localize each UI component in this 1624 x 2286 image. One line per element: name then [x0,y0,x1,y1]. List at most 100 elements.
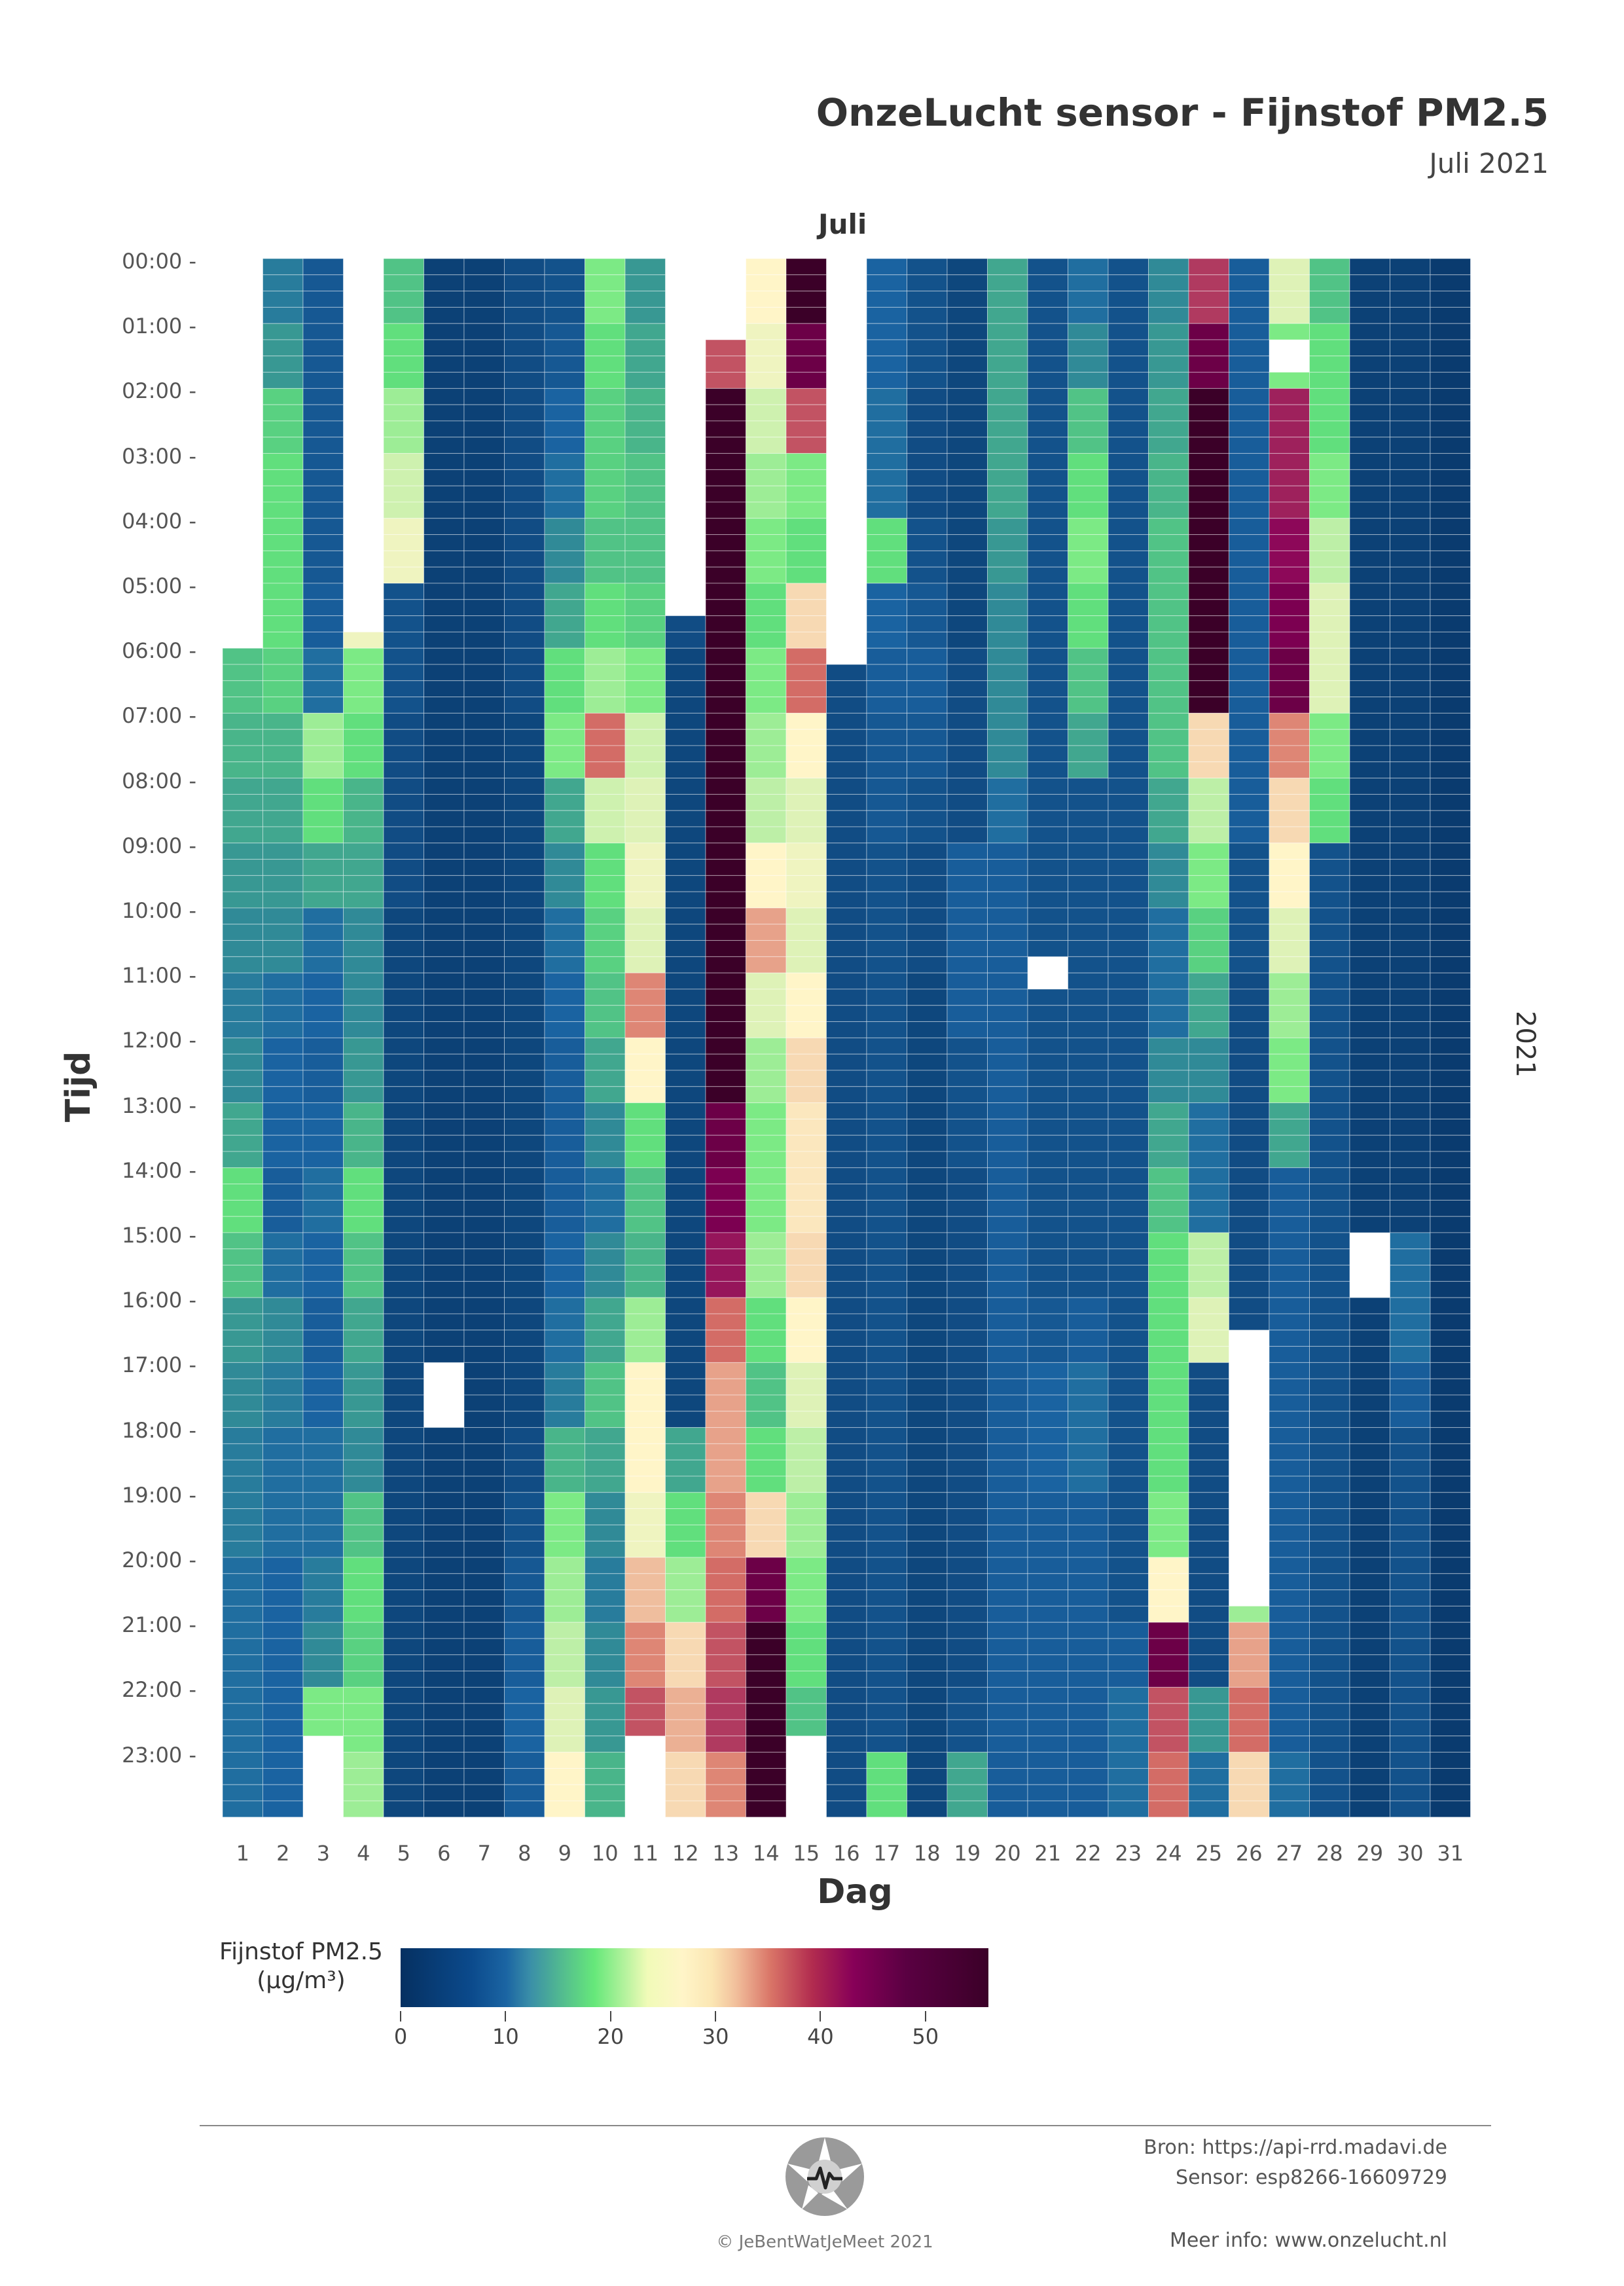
more-info-link[interactable]: Meer info: www.onzelucht.nl [1169,2229,1447,2252]
heatmap-cell-day22 [1068,907,1109,925]
heatmap-cell-day15 [785,745,827,763]
heatmap-cell-day30 [1390,1346,1431,1363]
heatmap-cell-day21 [1027,372,1068,389]
heatmap-cell-day15 [785,339,827,357]
heatmap-cell-day21 [1027,1589,1068,1606]
heatmap-cell-day10 [585,956,626,973]
heatmap-cell-day9 [544,566,585,584]
heatmap-cell-day20 [987,274,1028,292]
heatmap-cell-day19 [947,1492,988,1510]
heatmap-cell-day1 [222,1118,263,1136]
heatmap-cell-day29 [1349,1134,1390,1152]
heatmap-cell-day30 [1390,1508,1431,1525]
heatmap-cell-day31 [1430,1184,1471,1201]
heatmap-cell-day24 [1148,1622,1189,1639]
heatmap-cell-day25 [1188,1654,1229,1672]
heatmap-cell-day12 [665,1719,706,1737]
heatmap-cell-day7 [463,1167,505,1185]
heatmap-cell-day14 [746,1800,787,1818]
heatmap-cell-day10 [585,940,626,957]
heatmap-cell-day22 [1068,745,1109,763]
heatmap-cell-day17 [866,1330,907,1347]
heatmap-cell-day3 [302,1492,344,1510]
heatmap-cell-day26 [1229,1297,1270,1315]
heatmap-cell-day2 [262,274,304,292]
heatmap-cell-day31 [1430,274,1471,292]
heatmap-cell-day12 [665,1508,706,1525]
heatmap-cell-day16 [826,1248,867,1266]
heatmap-cell-day8 [504,1053,545,1071]
heatmap-cell-day24 [1148,1070,1189,1087]
heatmap-cell-day14 [746,323,787,340]
heatmap-cell-day4 [343,810,384,827]
heatmap-cell-day12 [665,1005,706,1023]
heatmap-cell-day29 [1349,1362,1390,1379]
heatmap-cell-day2 [262,712,304,730]
heatmap-cell-day15 [785,388,827,405]
heatmap-cell-day1 [222,1184,263,1201]
heatmap-cell-day2 [262,1199,304,1217]
heatmap-cell-day28 [1309,1443,1350,1460]
heatmap-cell-day15 [785,1232,827,1250]
heatmap-cell-day15 [785,323,827,340]
heatmap-cell-day21 [1027,1362,1068,1379]
heatmap-cell-day10 [585,1752,626,1769]
heatmap-cell-day17 [866,404,907,422]
heatmap-cell-day16 [826,664,867,681]
heatmap-cell-day6 [424,1216,465,1233]
heatmap-cell-day3 [302,1459,344,1477]
heatmap-cell-day24 [1148,1362,1189,1379]
heatmap-cell-day15 [785,1703,827,1720]
heatmap-cell-day9 [544,1686,585,1704]
heatmap-cell-day17 [866,1622,907,1639]
heatmap-cell-day13 [705,1540,746,1558]
heatmap-cell-day30 [1390,956,1431,973]
heatmap-cell-day27 [1269,1362,1310,1379]
heatmap-cell-day13 [705,1313,746,1331]
heatmap-cell-day18 [907,1427,948,1444]
heatmap-cell-day6 [424,420,465,438]
heatmap-cell-day27 [1269,583,1310,600]
heatmap-cell-day26 [1229,1184,1270,1201]
heatmap-cell-day5 [383,875,424,892]
heatmap-cell-day27 [1269,826,1310,844]
heatmap-cell-day11 [624,1605,666,1623]
heatmap-cell-day18 [907,485,948,503]
heatmap-cell-day24 [1148,664,1189,681]
heatmap-cell-day8 [504,1605,545,1623]
heatmap-cell-day2 [262,534,304,551]
heatmap-cell-day6 [424,1671,465,1688]
heatmap-cell-day20 [987,1313,1028,1331]
heatmap-cell-day7 [463,761,505,779]
heatmap-cell-day4 [343,1362,384,1379]
heatmap-cell-day1 [222,1346,263,1363]
heatmap-cell-day10 [585,453,626,470]
heatmap-cell-day24 [1148,566,1189,584]
heatmap-cell-day25 [1188,1540,1229,1558]
heatmap-cell-day22 [1068,550,1109,568]
source-url[interactable]: Bron: https://api-rrd.madavi.de [1144,2136,1447,2159]
heatmap-cell-day25 [1188,956,1229,973]
heatmap-cell-day14 [746,1378,787,1396]
heatmap-cell-day13 [705,875,746,892]
heatmap-cell-day30 [1390,1589,1431,1606]
heatmap-cell-day26 [1229,1005,1270,1023]
heatmap-cell-day28 [1309,1671,1350,1688]
heatmap-cell-day16 [826,1265,867,1282]
heatmap-cell-day5 [383,826,424,844]
heatmap-cell-day12 [665,972,706,990]
heatmap-cell-day25 [1188,907,1229,925]
heatmap-cell-day26 [1229,339,1270,357]
heatmap-cell-day28 [1309,1784,1350,1802]
heatmap-cell-day22 [1068,388,1109,405]
heatmap-cell-day2 [262,631,304,649]
heatmap-cell-day15 [785,1313,827,1331]
heatmap-cell-day24 [1148,1265,1189,1282]
heatmap-cell-day4 [343,1394,384,1412]
heatmap-cell-day27 [1269,404,1310,422]
heatmap-cell-day7 [463,583,505,600]
heatmap-cell-day29 [1349,1005,1390,1023]
heatmap-cell-day17 [866,1573,907,1591]
heatmap-cell-day13 [705,1703,746,1720]
heatmap-cell-day16 [826,1540,867,1558]
